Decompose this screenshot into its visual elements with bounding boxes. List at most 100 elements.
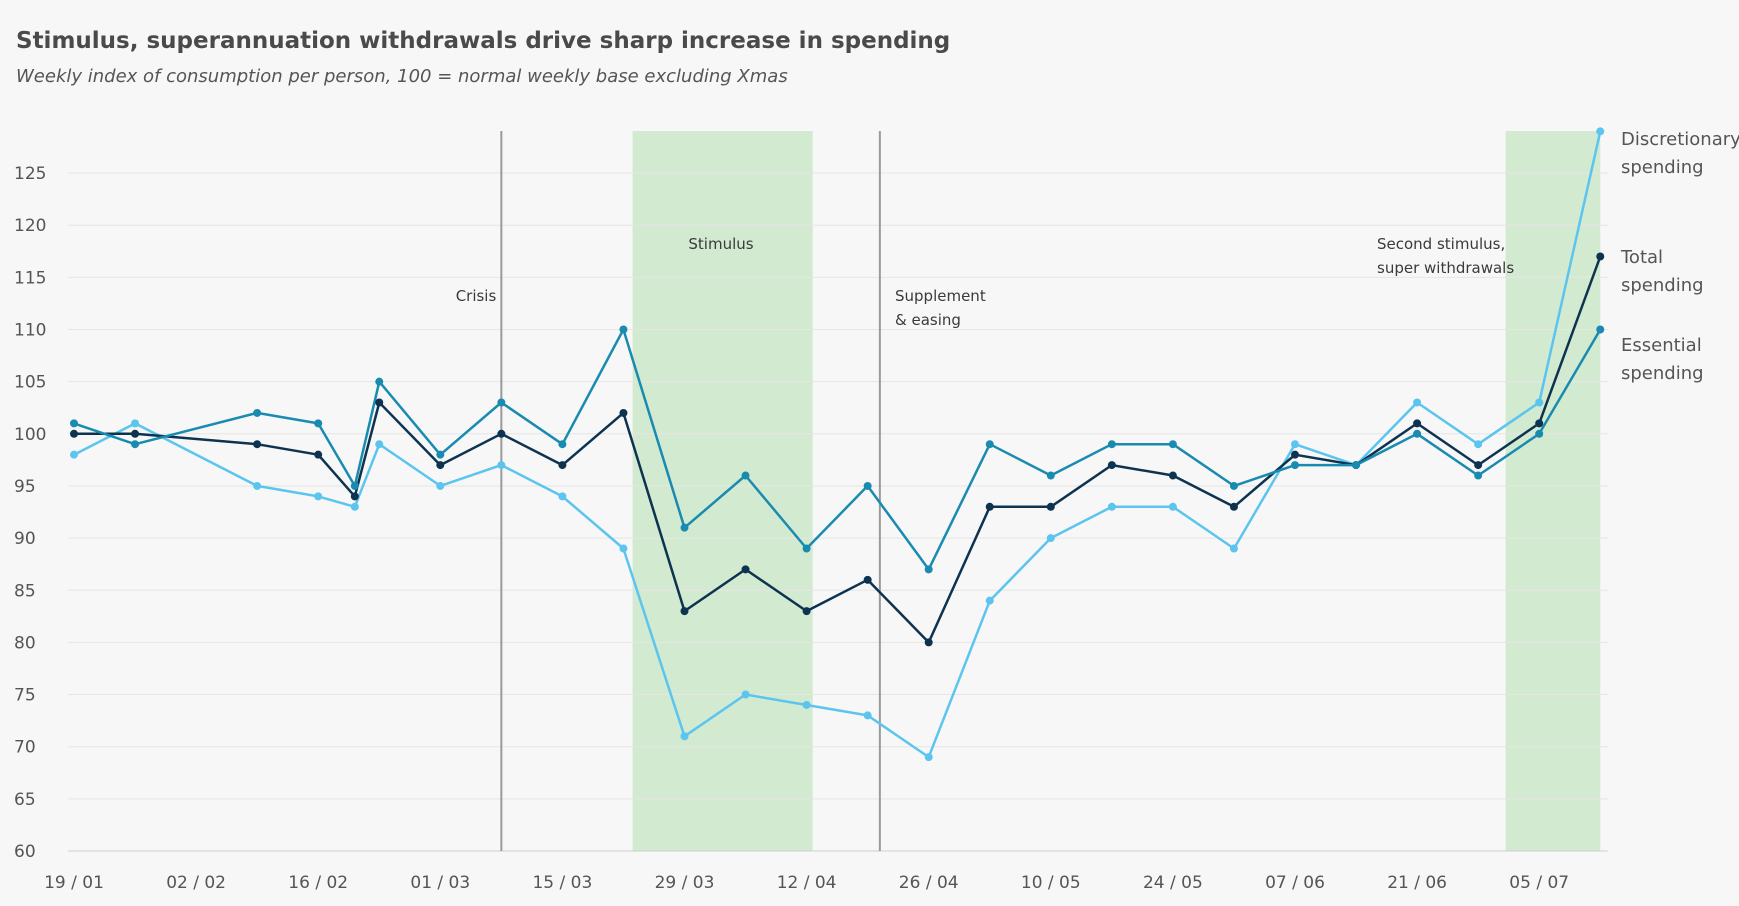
- x-tick-label: 24 / 05: [1143, 873, 1203, 893]
- data-point-series-0: [619, 544, 628, 553]
- event-lines: [500, 131, 881, 851]
- series-label-essential-line1: Essential: [1621, 335, 1702, 356]
- series-label-total-line1: Total: [1620, 247, 1663, 268]
- y-tick-label: 125: [14, 164, 46, 184]
- series-lines: [73, 131, 1602, 759]
- data-point-series-0: [1535, 398, 1544, 407]
- shaded-period-1: [1505, 131, 1601, 851]
- data-point-series-1: [1596, 252, 1605, 261]
- shaded-periods: [632, 131, 1601, 851]
- data-point-series-2: [375, 377, 384, 386]
- data-point-series-1: [741, 565, 750, 574]
- x-tick-label: 12 / 04: [777, 873, 837, 893]
- shaded-period-0: [632, 131, 813, 851]
- data-point-series-0: [1291, 440, 1299, 449]
- data-point-series-1: [131, 429, 140, 438]
- data-point-series-0: [436, 481, 445, 490]
- data-point-series-2: [314, 419, 323, 428]
- data-point-series-2: [1046, 471, 1055, 480]
- y-tick-label: 105: [14, 373, 46, 393]
- y-axis: 60 65 70 75 80 85 90 95 100 105 110 115 120 125: [14, 164, 46, 862]
- y-tick-label: 75: [14, 686, 36, 706]
- data-point-series-2: [558, 440, 567, 449]
- data-point-series-1: [1046, 502, 1055, 511]
- chart-subtitle: Weekly index of consumption per person, …: [16, 66, 788, 87]
- data-point-series-2: [350, 481, 359, 490]
- x-axis: 19 / 01 02 / 02 16 / 02 01 / 03 15 / 03 29 / …: [44, 873, 1569, 893]
- y-tick-label: 100: [14, 425, 46, 445]
- data-point-series-0: [350, 502, 359, 511]
- x-tick-label: 07 / 06: [1265, 873, 1325, 893]
- data-point-series-2: [619, 325, 628, 334]
- y-tick-label: 120: [14, 216, 46, 236]
- data-point-series-2: [802, 544, 811, 553]
- y-tick-label: 95: [14, 477, 36, 497]
- y-tick-label: 80: [14, 633, 36, 653]
- data-point-series-2: [1168, 440, 1177, 449]
- y-tick-label: 115: [14, 268, 46, 288]
- data-point-series-0: [1596, 127, 1605, 136]
- y-tick-label: 60: [14, 842, 36, 862]
- y-tick-label: 65: [14, 790, 36, 810]
- data-point-series-1: [1474, 461, 1483, 470]
- data-point-series-1: [253, 440, 262, 449]
- data-point-series-2: [131, 440, 140, 449]
- data-point-series-0: [253, 481, 262, 490]
- data-point-series-2: [985, 440, 994, 449]
- data-point-series-1: [1535, 419, 1544, 428]
- data-point-series-2: [436, 450, 445, 459]
- data-point-series-2: [1229, 481, 1238, 490]
- data-point-series-1: [680, 607, 689, 616]
- data-point-series-0: [70, 450, 78, 459]
- data-point-series-0: [741, 690, 750, 699]
- data-point-series-1: [497, 429, 506, 438]
- data-point-series-2: [1596, 325, 1605, 334]
- data-point-series-1: [375, 398, 384, 407]
- data-point-series-0: [680, 732, 689, 741]
- data-point-series-0: [314, 492, 323, 501]
- data-point-series-2: [924, 565, 933, 574]
- x-tick-label: 05 / 07: [1509, 873, 1569, 893]
- data-point-series-1: [1168, 471, 1177, 480]
- x-tick-label: 01 / 03: [410, 873, 470, 893]
- data-point-series-0: [558, 492, 567, 501]
- data-point-series-2: [741, 471, 750, 480]
- data-point-series-0: [131, 419, 140, 428]
- data-point-series-1: [1291, 450, 1299, 459]
- x-tick-label: 29 / 03: [655, 873, 715, 893]
- series-label-discretionary-line1: Discretionary: [1621, 129, 1739, 150]
- data-point-series-1: [1229, 502, 1238, 511]
- data-point-series-0: [1168, 502, 1177, 511]
- data-point-series-2: [863, 481, 872, 490]
- data-point-series-1: [802, 607, 811, 616]
- data-point-series-2: [497, 398, 506, 407]
- y-tick-label: 70: [14, 738, 36, 758]
- data-point-series-2: [1291, 461, 1299, 470]
- data-point-series-0: [1107, 502, 1116, 511]
- data-point-series-1: [924, 638, 933, 647]
- data-point-series-1: [863, 575, 872, 584]
- data-point-series-1: [350, 492, 359, 501]
- x-tick-label: 02 / 02: [166, 873, 226, 893]
- x-tick-label: 19 / 01: [44, 873, 104, 893]
- data-point-series-1: [314, 450, 323, 459]
- data-point-series-0: [802, 700, 811, 709]
- data-point-series-2: [1413, 429, 1422, 438]
- data-point-series-0: [497, 461, 506, 470]
- data-point-series-1: [1107, 461, 1116, 470]
- y-tick-label: 90: [14, 529, 36, 549]
- series-points: [70, 127, 1605, 762]
- y-tick-label: 85: [14, 581, 36, 601]
- data-point-series-0: [863, 711, 872, 720]
- data-point-series-1: [558, 461, 567, 470]
- series-label-essential-line2: spending: [1621, 363, 1704, 384]
- series-line-0: [73, 131, 1602, 759]
- annotation-second-stimulus-line1: Second stimulus,: [1377, 235, 1505, 253]
- data-point-series-0: [985, 596, 994, 605]
- data-point-series-2: [680, 523, 689, 532]
- chart-title: Stimulus, superannuation withdrawals dri…: [16, 28, 951, 54]
- x-tick-label: 21 / 06: [1387, 873, 1447, 893]
- data-point-series-0: [924, 753, 933, 762]
- series-label-total-line2: spending: [1621, 275, 1704, 296]
